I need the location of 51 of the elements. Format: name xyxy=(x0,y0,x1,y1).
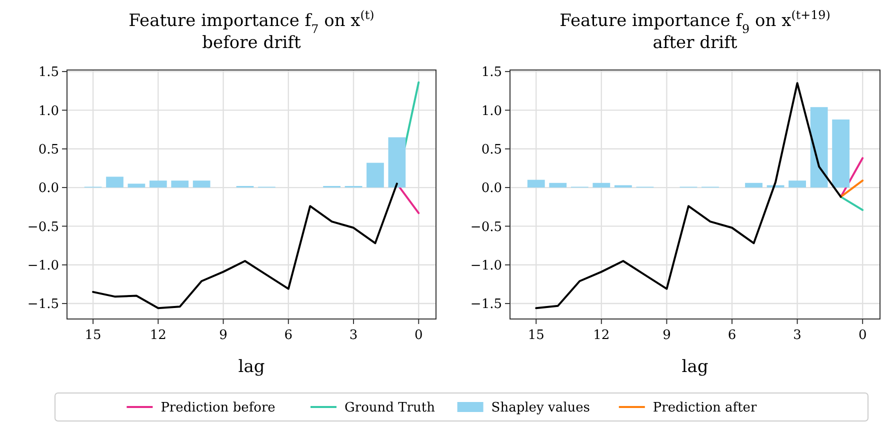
legend-label: Prediction before xyxy=(160,400,276,416)
x-tick-label: 15 xyxy=(528,328,544,343)
y-tick-label: −1.5 xyxy=(27,297,59,312)
x-tick-label: 12 xyxy=(150,328,166,343)
bar xyxy=(527,180,545,188)
bar xyxy=(192,180,210,188)
x-tick-label: 9 xyxy=(662,328,671,343)
x-tick-label: 0 xyxy=(858,328,867,343)
x-tick-label: 3 xyxy=(349,328,358,343)
y-tick-label: 0.0 xyxy=(38,181,59,196)
x-tick-label: 6 xyxy=(728,328,736,343)
x-tick-label: 0 xyxy=(414,328,423,343)
y-tick-label: −0.5 xyxy=(27,220,59,235)
x-axis-title: lag xyxy=(238,357,265,377)
y-tick-label: 0.5 xyxy=(38,142,59,158)
bar xyxy=(832,119,850,188)
y-tick-label: 1.0 xyxy=(481,104,502,119)
x-tick-label: 6 xyxy=(284,328,293,343)
legend-label: Shapley values xyxy=(491,400,590,416)
line-series xyxy=(535,82,842,310)
chart-title: Feature importance f$_{7}$ on x$^{(t)}$ before drift xyxy=(128,8,374,53)
bar xyxy=(106,176,124,188)
x-axis-title: lag xyxy=(682,357,708,377)
bar xyxy=(745,182,762,188)
bar xyxy=(592,182,610,188)
line-series xyxy=(92,182,398,310)
legend-label: Prediction after xyxy=(652,400,758,416)
y-tick-label: −0.5 xyxy=(470,220,502,235)
bar xyxy=(171,180,189,188)
y-tick-label: 0.5 xyxy=(481,142,502,158)
bar xyxy=(614,185,632,188)
legend-label: Ground Truth xyxy=(344,400,436,416)
x-tick-label: 15 xyxy=(84,328,102,343)
bar xyxy=(388,137,406,188)
x-tick-label: 9 xyxy=(219,328,228,343)
y-tick-label: 1.5 xyxy=(38,65,59,80)
y-tick-label: −1.5 xyxy=(470,297,502,312)
y-tick-label: −1.0 xyxy=(470,258,502,274)
x-tick-label: 3 xyxy=(793,328,802,343)
chart-title: Feature importance f$_{9}$ on x$^{(t+19)}$ after drift xyxy=(560,8,830,53)
bar xyxy=(788,180,806,188)
bar xyxy=(366,162,384,188)
y-tick-label: 1.5 xyxy=(481,65,502,80)
y-tick-label: −1.0 xyxy=(27,258,59,274)
bar xyxy=(149,180,167,188)
bar xyxy=(549,182,567,188)
y-tick-label: 1.0 xyxy=(38,104,59,119)
bar xyxy=(128,184,146,188)
x-tick-label: 12 xyxy=(593,328,610,343)
y-tick-label: 0.0 xyxy=(481,181,502,196)
bar xyxy=(810,107,828,188)
